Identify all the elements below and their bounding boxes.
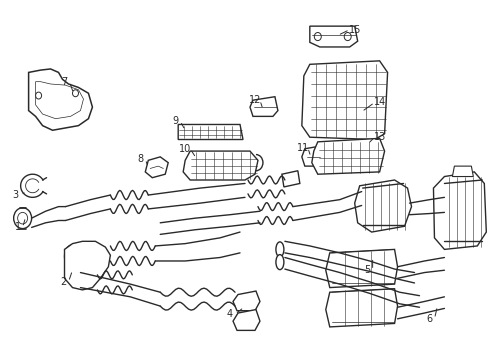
Polygon shape: [309, 26, 357, 47]
Text: 1: 1: [15, 222, 20, 233]
Ellipse shape: [275, 242, 284, 257]
Polygon shape: [183, 151, 258, 180]
Polygon shape: [249, 97, 277, 116]
Circle shape: [36, 92, 41, 99]
Circle shape: [14, 208, 32, 229]
Text: 12: 12: [248, 95, 261, 105]
Text: 2: 2: [60, 277, 66, 287]
Polygon shape: [451, 166, 472, 176]
Polygon shape: [325, 249, 397, 288]
Polygon shape: [29, 69, 92, 130]
Polygon shape: [311, 138, 384, 174]
Text: 14: 14: [373, 98, 385, 108]
Ellipse shape: [275, 255, 284, 270]
Text: 6: 6: [426, 314, 432, 324]
Polygon shape: [281, 171, 299, 187]
Polygon shape: [64, 241, 110, 290]
Polygon shape: [233, 291, 260, 311]
Polygon shape: [233, 310, 260, 330]
Polygon shape: [354, 180, 411, 232]
Text: 10: 10: [179, 144, 191, 154]
Text: 8: 8: [137, 154, 143, 164]
Circle shape: [72, 90, 78, 97]
Text: 9: 9: [172, 116, 178, 126]
Text: 13: 13: [373, 132, 385, 142]
Polygon shape: [432, 172, 486, 249]
Polygon shape: [301, 61, 387, 140]
Text: 3: 3: [13, 190, 19, 200]
Text: 5: 5: [364, 265, 370, 275]
Text: 15: 15: [348, 24, 360, 35]
Polygon shape: [178, 125, 243, 140]
Text: 4: 4: [226, 309, 233, 319]
Ellipse shape: [64, 245, 81, 268]
Circle shape: [314, 32, 321, 41]
Polygon shape: [325, 289, 397, 327]
Text: 7: 7: [61, 77, 67, 87]
Polygon shape: [301, 145, 327, 166]
Polygon shape: [145, 157, 168, 178]
Circle shape: [344, 32, 350, 41]
Text: 11: 11: [296, 143, 308, 153]
